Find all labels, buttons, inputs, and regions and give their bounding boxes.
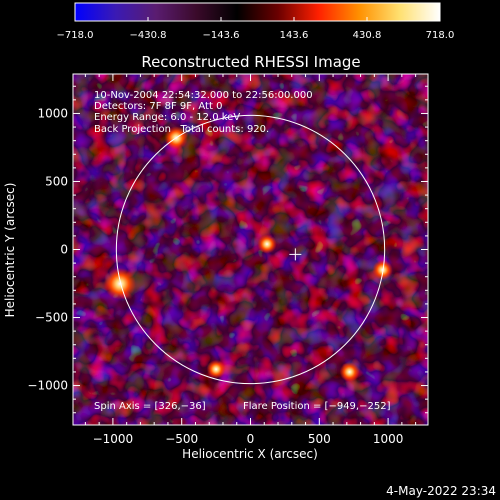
solar-limb-circle [115, 114, 386, 385]
colorbar-tick-label: −143.6 [202, 30, 239, 41]
flare-position-label: Flare Position = [−949,−252] [243, 401, 391, 412]
annotation-block: 10-Nov-2004 22:54:32.000 to 22:56:00.000… [94, 90, 313, 135]
annotation-detectors: Detectors: 7F 8F 9F, Att 0 [94, 101, 222, 112]
colorbar-tick-label: 430.8 [353, 30, 382, 41]
heatmap-speckle [73, 74, 428, 425]
chart-title: Reconstructed RHESSI Image [141, 53, 360, 71]
x-tick-label: −500 [165, 432, 198, 446]
colorbar-tick-label: −718.0 [56, 30, 93, 41]
colorbar: −718.0 −430.8 −143.6 143.6 430.8 718.0 [56, 2, 454, 41]
y-tick-label: −1000 [27, 379, 68, 393]
colorbar-ticks: −718.0 −430.8 −143.6 143.6 430.8 718.0 [56, 17, 454, 41]
x-tick-label: 0 [247, 432, 255, 446]
colorbar-tick-label: −430.8 [129, 30, 166, 41]
y-tick-label: 0 [60, 243, 68, 257]
y-tick-label: −500 [35, 311, 68, 325]
annotation-energy-range: Energy Range: 6.0 - 12.0 keV [94, 112, 240, 123]
spin-axis-label: Spin Axis = [326,−36] [94, 401, 206, 412]
footer-timestamp: 4-May-2022 23:34 [386, 484, 496, 498]
x-tick-label: −1000 [93, 432, 134, 446]
bright-source [103, 267, 136, 300]
colorbar-gradient [74, 2, 441, 22]
bright-source [372, 259, 393, 281]
y-axis-label: Heliocentric Y (arcsec) [3, 183, 17, 318]
y-tick-label: 1000 [37, 106, 68, 120]
bright-sources [103, 126, 393, 382]
colorbar-tick-label: 143.6 [280, 30, 309, 41]
x-axis-label: Heliocentric X (arcsec) [182, 447, 318, 461]
bright-source [257, 234, 277, 254]
bright-source [339, 362, 360, 382]
spin-axis-marker [289, 248, 302, 261]
annotation-method-counts: Back Projection Total counts: 920. [94, 124, 269, 135]
colorbar-tick-label: 718.0 [426, 30, 455, 41]
y-tick-label: 500 [45, 174, 68, 188]
y-axis: −1000 −500 0 500 1000 [27, 85, 428, 414]
x-tick-label: 500 [308, 432, 331, 446]
x-tick-label: 1000 [373, 432, 404, 446]
bright-source [206, 359, 226, 379]
x-axis: −1000 −500 0 500 1000 [84, 74, 417, 446]
plot-area [73, 74, 428, 425]
annotation-time-range: 10-Nov-2004 22:54:32.000 to 22:56:00.000 [94, 90, 313, 101]
